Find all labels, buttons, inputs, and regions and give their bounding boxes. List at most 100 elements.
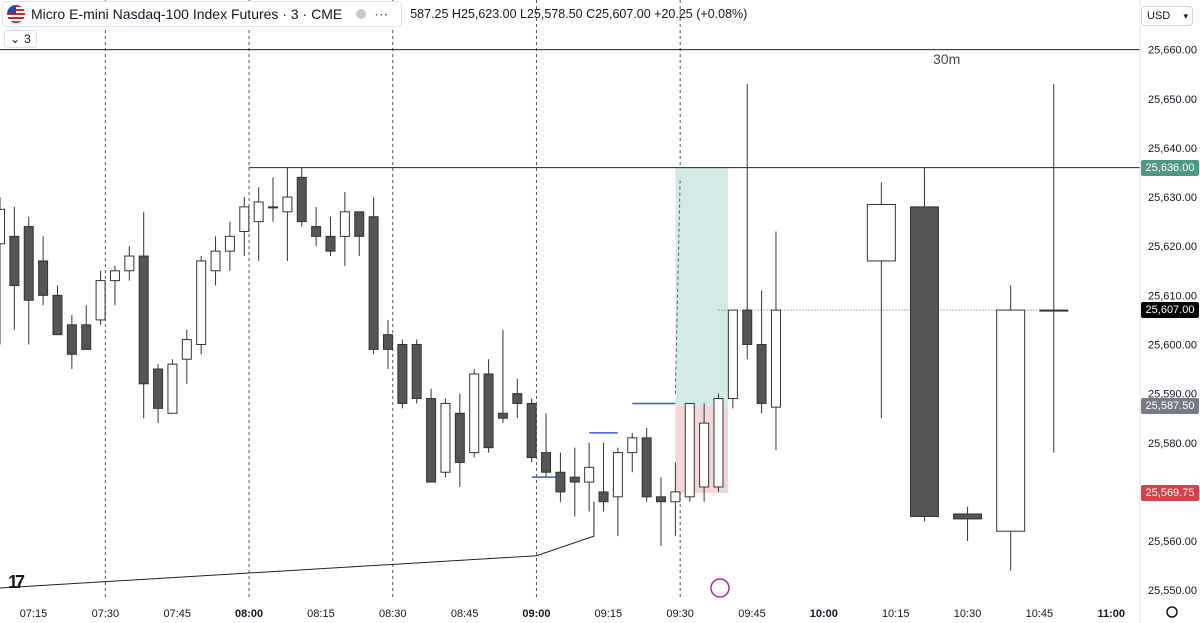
y-tick-label: 25,650.00	[1148, 94, 1197, 106]
candle-body	[569, 476, 580, 483]
candle-body	[296, 176, 307, 223]
x-tick-label: 09:30	[666, 608, 694, 620]
x-tick-label: 10:45	[1026, 608, 1054, 620]
candle-body	[138, 255, 149, 385]
candle-body	[469, 373, 480, 454]
candle-body	[0, 208, 5, 245]
y-tick-label: 25,550.00	[1148, 585, 1197, 597]
interval-count: 3	[24, 32, 31, 46]
ohlc-values: 587.25 H25,623.00 L25,578.50 C25,607.00 …	[410, 7, 748, 21]
candle-body	[382, 334, 393, 350]
candle-body	[397, 343, 408, 404]
candle-body	[325, 235, 336, 252]
candle-body	[354, 211, 365, 237]
candle-body	[598, 491, 609, 503]
candle-body	[483, 373, 494, 449]
candle-body	[656, 496, 667, 503]
chart-legend: Micro E-mini Nasdaq-100 Index Futures · …	[0, 0, 747, 28]
trendline	[0, 501, 595, 589]
candle-body	[224, 235, 235, 252]
x-tick-label: 09:45	[738, 608, 766, 620]
candle-body	[109, 270, 120, 282]
candle-body	[368, 216, 379, 350]
candle-30m-body	[996, 309, 1026, 532]
candle-body	[81, 324, 92, 350]
projection-line	[674, 177, 681, 394]
candle-30m-body	[909, 206, 939, 517]
x-tick-label: 07:45	[163, 608, 191, 620]
candle-body	[727, 309, 738, 400]
candle-body	[311, 226, 322, 237]
market-status-icon	[356, 9, 367, 19]
candles-30m	[866, 84, 1069, 571]
x-tick-label: 08:00	[235, 608, 263, 620]
candles-3m	[0, 84, 781, 546]
candle-body	[440, 402, 451, 473]
candle-body	[756, 343, 767, 404]
candle-body	[526, 402, 537, 458]
symbol-box[interactable]: Micro E-mini Nasdaq-100 Index Futures · …	[2, 1, 403, 27]
candle-body	[627, 437, 638, 454]
candle-30m-body	[866, 203, 896, 262]
candle-body	[770, 309, 781, 408]
y-tick-label: 25,590.00	[1148, 389, 1197, 401]
candle-30m-body	[953, 513, 983, 520]
candle-body	[584, 466, 595, 483]
price-label-stop: 25,569.75	[1141, 485, 1199, 502]
candle-body	[612, 452, 623, 498]
candle-body	[52, 294, 63, 336]
x-tick-label: 11:00	[1097, 608, 1125, 620]
y-tick-label: 25,640.00	[1148, 143, 1197, 155]
collapse-indicators-button[interactable]: ⌄ 3	[4, 30, 37, 48]
price-label-current: 25,607.00	[1141, 302, 1199, 319]
y-tick-label: 25,560.00	[1148, 536, 1197, 548]
x-tick-label: 09:15	[595, 608, 623, 620]
candle-30m-body	[1039, 309, 1069, 312]
currency-label: USD	[1147, 10, 1171, 22]
lightning-icon	[710, 578, 730, 598]
chevron-down-icon: ⌄	[10, 32, 21, 46]
us-flag-icon	[7, 5, 25, 23]
candle-body	[66, 324, 77, 355]
y-tick-label: 25,610.00	[1148, 290, 1197, 302]
x-tick-label: 10:00	[810, 608, 838, 620]
candle-body	[181, 339, 192, 360]
candle-body	[268, 206, 279, 209]
y-tick-label: 25,580.00	[1148, 438, 1197, 450]
candle-body	[38, 260, 49, 296]
candle-body	[454, 412, 465, 463]
x-tick-label: 07:30	[92, 608, 120, 620]
candle-body	[684, 402, 695, 498]
candle-body	[699, 422, 710, 488]
candle-body	[555, 471, 566, 493]
drawn-lines: 30m	[0, 49, 1140, 589]
candle-body	[713, 398, 724, 488]
tradingview-logo: 17	[8, 572, 25, 592]
price-label-entry: 25,587.50	[1141, 397, 1199, 414]
candle-body	[210, 250, 221, 272]
y-tick-label: 25,630.00	[1148, 192, 1197, 204]
y-tick-label: 25,660.00	[1148, 45, 1197, 57]
candle-body	[541, 452, 552, 473]
candle-body	[9, 235, 20, 287]
timeframe-label: 30m	[933, 51, 960, 67]
symbol-name: Micro E-mini Nasdaq-100 Index Futures · …	[31, 6, 343, 22]
candle-body	[239, 206, 250, 232]
axes: 25,660.00 25,650.00 25,640.00 25,630.00 25,6…	[20, 0, 1197, 623]
more-icon[interactable]: ⋯	[374, 5, 390, 22]
candle-body	[641, 437, 652, 498]
candle-body	[411, 343, 422, 400]
candle-body	[339, 211, 350, 237]
candle-body	[512, 393, 523, 404]
currency-select[interactable]: USD ▾	[1141, 6, 1193, 26]
x-tick-label: 08:30	[379, 608, 407, 620]
candle-body	[253, 201, 264, 223]
profit-zone	[675, 167, 729, 406]
price-label-resistance: 25,636.00	[1141, 159, 1199, 176]
gear-icon	[1166, 606, 1178, 618]
candle-body	[95, 280, 106, 321]
candle-body	[670, 491, 681, 503]
x-tick-label: 08:45	[451, 608, 479, 620]
y-tick-label: 25,600.00	[1148, 339, 1197, 351]
